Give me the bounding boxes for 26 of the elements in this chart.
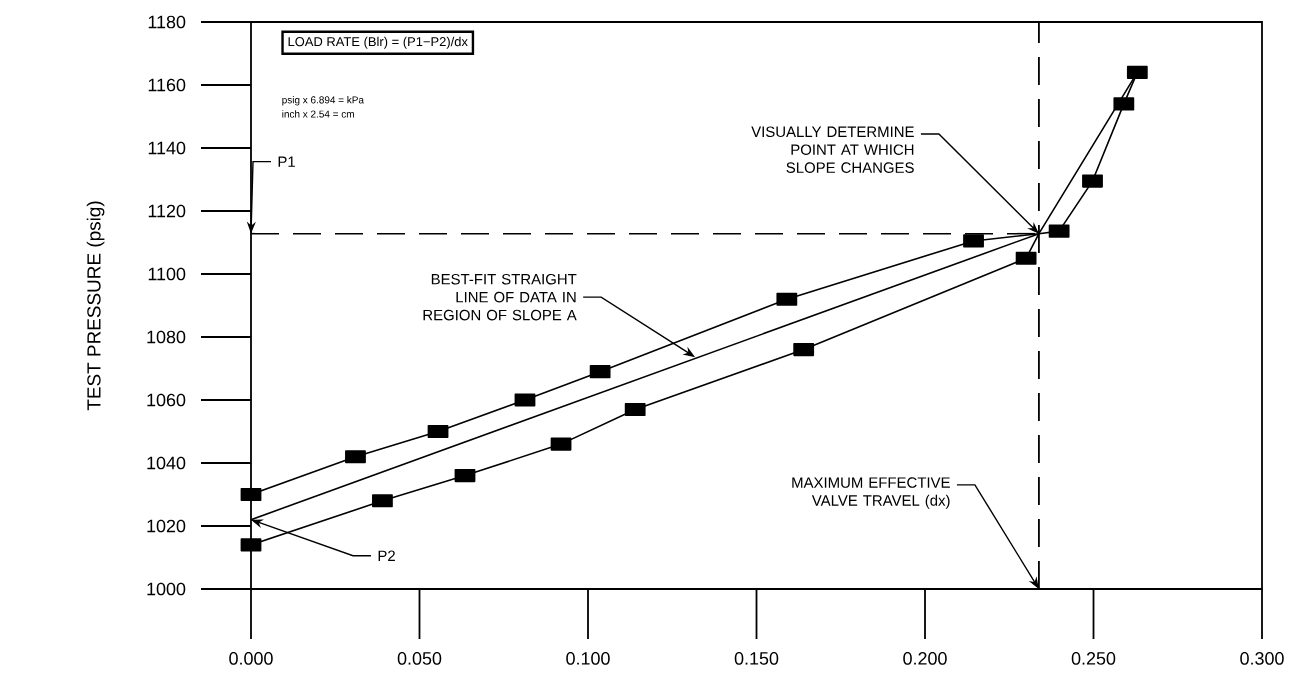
- y-axis-title: TEST PRESSURE (psig): [86, 201, 105, 411]
- annotation: P1: [278, 156, 295, 167]
- annotation: LOAD RATE (Blr) = (P1−P2)/dx: [288, 36, 468, 49]
- annotation: inch x 2.54 = cm: [282, 110, 354, 118]
- annotation: BEST-FIT STRAIGHT LINE OF DATA IN REGION OF SLOPE A: [423, 273, 577, 321]
- annotation: P2: [378, 550, 395, 561]
- y-tick-label: 1100: [148, 267, 186, 281]
- x-tick-label: 0.000: [229, 652, 273, 665]
- annotation: psig x 6.894 = kPa: [282, 96, 364, 106]
- x-tick-label: 0.050: [397, 652, 442, 665]
- x-tick-label: 0.150: [734, 652, 779, 665]
- y-tick-label: 1180: [148, 15, 186, 29]
- y-tick-label: 1020: [147, 519, 186, 533]
- x-tick-label: 0.100: [566, 652, 610, 665]
- y-tick-label: 1000: [147, 582, 186, 596]
- y-tick-label: 1120: [148, 204, 186, 218]
- y-tick-label: 1060: [147, 393, 186, 407]
- y-tick-label: 1040: [147, 456, 186, 470]
- y-tick-label: 1080: [147, 330, 186, 344]
- x-tick-label: 0.250: [1071, 652, 1116, 665]
- x-tick-label: 0.200: [903, 652, 947, 665]
- annotation: MAXIMUM EFFECTIVE VALVE TRAVEL (dx): [792, 477, 950, 509]
- y-tick-label: 1160: [148, 78, 186, 92]
- x-tick-label: 0.300: [1240, 652, 1284, 665]
- y-tick-label: 1140: [148, 141, 186, 155]
- annotation: VISUALLY DETERMINE POINT AT WHICH SLOPE CHANGES: [751, 126, 914, 173]
